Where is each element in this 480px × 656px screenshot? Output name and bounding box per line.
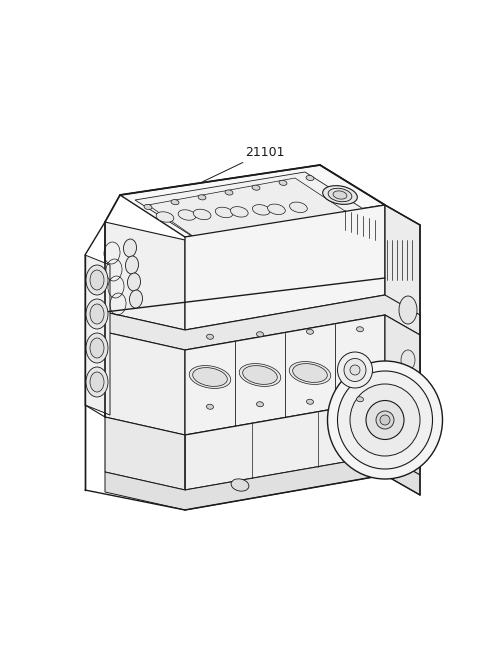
- Ellipse shape: [380, 415, 390, 425]
- Ellipse shape: [399, 296, 417, 324]
- Ellipse shape: [306, 175, 314, 180]
- Ellipse shape: [279, 180, 287, 186]
- Text: 21101: 21101: [203, 146, 285, 182]
- Ellipse shape: [192, 367, 228, 386]
- Polygon shape: [385, 315, 420, 420]
- Ellipse shape: [327, 361, 443, 479]
- Ellipse shape: [128, 273, 141, 291]
- Ellipse shape: [289, 361, 331, 384]
- Ellipse shape: [90, 270, 104, 290]
- Polygon shape: [135, 172, 365, 238]
- Polygon shape: [385, 400, 420, 475]
- Polygon shape: [105, 295, 420, 350]
- Ellipse shape: [90, 372, 104, 392]
- Ellipse shape: [267, 204, 285, 215]
- Ellipse shape: [178, 210, 196, 220]
- Ellipse shape: [293, 363, 327, 382]
- Ellipse shape: [350, 384, 420, 456]
- Ellipse shape: [225, 190, 233, 195]
- Ellipse shape: [357, 397, 363, 401]
- Ellipse shape: [123, 239, 136, 257]
- Ellipse shape: [256, 332, 264, 337]
- Polygon shape: [185, 315, 385, 435]
- Ellipse shape: [239, 363, 281, 386]
- Ellipse shape: [339, 359, 381, 382]
- Ellipse shape: [86, 367, 108, 397]
- Ellipse shape: [376, 411, 394, 429]
- Ellipse shape: [328, 188, 352, 202]
- Ellipse shape: [337, 371, 432, 469]
- Ellipse shape: [252, 205, 270, 215]
- Ellipse shape: [357, 327, 363, 332]
- Ellipse shape: [252, 185, 260, 190]
- Polygon shape: [185, 400, 385, 490]
- Ellipse shape: [206, 334, 214, 339]
- Ellipse shape: [156, 212, 174, 222]
- Ellipse shape: [307, 400, 313, 404]
- Polygon shape: [105, 222, 185, 330]
- Polygon shape: [105, 417, 185, 490]
- Polygon shape: [185, 205, 385, 330]
- Ellipse shape: [333, 191, 347, 199]
- Ellipse shape: [171, 199, 179, 205]
- Ellipse shape: [401, 350, 415, 370]
- Ellipse shape: [198, 195, 206, 200]
- Ellipse shape: [323, 186, 357, 205]
- Polygon shape: [120, 165, 385, 237]
- Ellipse shape: [350, 365, 360, 375]
- Ellipse shape: [337, 352, 372, 388]
- Polygon shape: [105, 332, 185, 435]
- Ellipse shape: [344, 358, 366, 382]
- Ellipse shape: [231, 479, 249, 491]
- Ellipse shape: [343, 361, 377, 380]
- Polygon shape: [148, 178, 348, 241]
- Ellipse shape: [90, 304, 104, 324]
- Ellipse shape: [130, 290, 143, 308]
- Ellipse shape: [307, 329, 313, 335]
- Ellipse shape: [144, 205, 152, 209]
- Ellipse shape: [289, 202, 307, 213]
- Ellipse shape: [86, 333, 108, 363]
- Ellipse shape: [90, 338, 104, 358]
- Polygon shape: [385, 205, 420, 470]
- Ellipse shape: [86, 299, 108, 329]
- Ellipse shape: [189, 365, 231, 388]
- Ellipse shape: [366, 401, 404, 440]
- Polygon shape: [85, 255, 110, 415]
- Ellipse shape: [215, 207, 233, 218]
- Ellipse shape: [256, 401, 264, 407]
- Ellipse shape: [193, 209, 211, 220]
- Ellipse shape: [230, 207, 248, 217]
- Polygon shape: [105, 455, 420, 510]
- Ellipse shape: [243, 365, 277, 384]
- Ellipse shape: [125, 256, 139, 274]
- Ellipse shape: [86, 265, 108, 295]
- Ellipse shape: [206, 404, 214, 409]
